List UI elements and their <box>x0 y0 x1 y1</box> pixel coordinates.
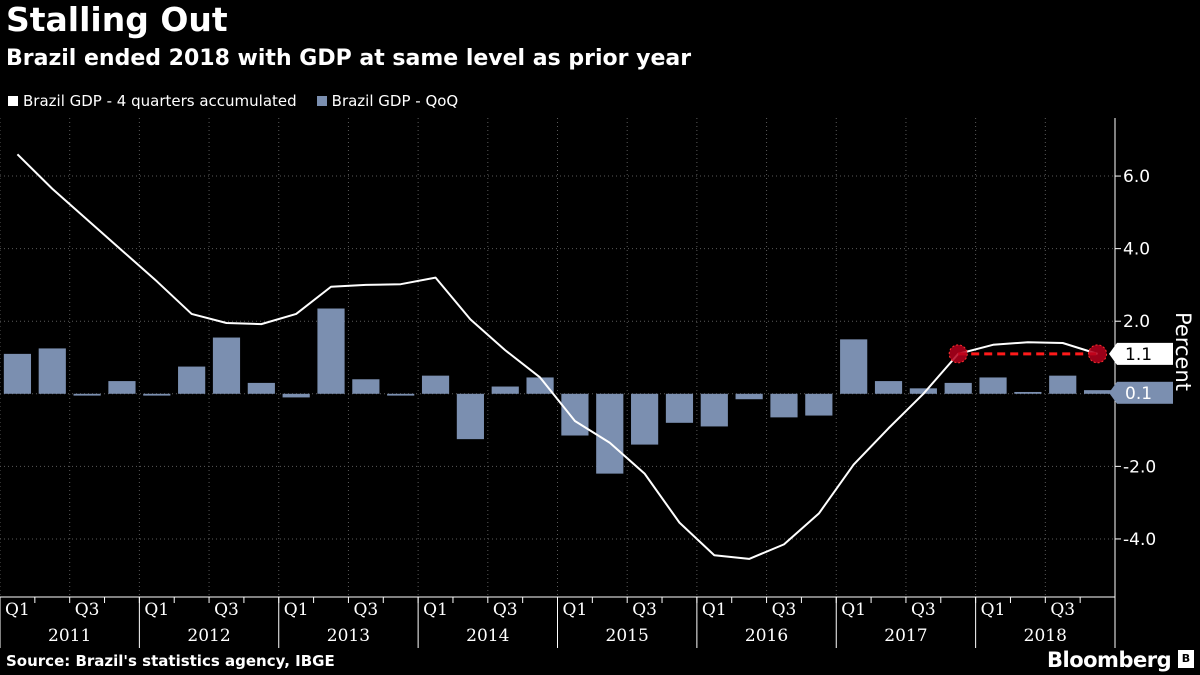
bar-qoq <box>352 379 380 394</box>
bar-qoq <box>282 393 310 398</box>
bar-qoq <box>247 382 275 394</box>
y-tick-label: 6.0 <box>1123 167 1150 187</box>
legend: Brazil GDP - 4 quarters accumulated Braz… <box>8 92 478 110</box>
bar-qoq <box>840 339 868 394</box>
bar-qoq <box>108 381 136 394</box>
bar-qoq <box>909 388 937 394</box>
bar-qoq <box>700 393 728 427</box>
bar-qoq <box>387 393 415 396</box>
bar-qoq <box>561 393 589 436</box>
bar-qoq <box>944 382 972 394</box>
y-tick-label: -2.0 <box>1123 457 1156 477</box>
bar-qoq <box>421 375 450 394</box>
legend-label-line: Brazil GDP - 4 quarters accumulated <box>23 92 297 110</box>
bar-qoq <box>979 377 1007 394</box>
x-year-label: 2014 <box>466 626 509 646</box>
x-year-label: 2015 <box>606 626 649 646</box>
x-quarter-label: Q1 <box>144 600 169 620</box>
end-label-line-box <box>1117 342 1173 365</box>
bar-qoq <box>491 386 519 394</box>
x-year-label: 2016 <box>745 626 788 646</box>
x-quarter-label: Q1 <box>563 600 588 620</box>
y-tick-label: 2.0 <box>1123 312 1150 332</box>
legend-item-line: Brazil GDP - 4 quarters accumulated <box>8 92 297 110</box>
x-year-label: 2012 <box>187 626 230 646</box>
highlight-marker <box>948 344 968 364</box>
highlight-marker <box>1088 344 1108 364</box>
end-label-line: 1.1 <box>1125 345 1152 365</box>
bar-qoq <box>665 393 694 423</box>
x-quarter-label: Q3 <box>353 600 378 620</box>
x-quarter-label: Q3 <box>772 600 797 620</box>
bar-qoq <box>770 393 798 418</box>
x-year-label: 2011 <box>48 626 91 646</box>
x-quarter-label: Q3 <box>632 600 657 620</box>
bar-qoq <box>805 393 833 416</box>
legend-item-bar: Brazil GDP - QoQ <box>316 92 459 110</box>
bar-qoq <box>1014 391 1042 394</box>
bar-qoq <box>212 337 241 394</box>
chart-title: Stalling Out <box>6 0 228 39</box>
bar-qoq <box>526 377 554 394</box>
legend-label-bar: Brazil GDP - QoQ <box>331 92 459 110</box>
x-quarter-label: Q1 <box>702 600 727 620</box>
source-note: Source: Brazil's statistics agency, IBGE <box>6 652 335 670</box>
chart-subtitle: Brazil ended 2018 with GDP at same level… <box>6 46 692 71</box>
end-label-bar-pointer <box>1109 381 1117 404</box>
bloomberg-logo: Bloomberg <box>1047 648 1172 672</box>
bar-qoq <box>596 393 624 474</box>
bar-qoq <box>631 393 659 445</box>
end-label-bar: 0.1 <box>1125 384 1152 404</box>
x-quarter-label: Q1 <box>284 600 309 620</box>
bar-qoq <box>143 393 171 396</box>
legend-swatch-line <box>8 96 18 106</box>
bloomberg-mark-icon: B <box>1178 650 1194 668</box>
x-year-label: 2018 <box>1024 626 1067 646</box>
bar-qoq <box>735 393 763 400</box>
x-year-label: 2017 <box>884 626 927 646</box>
end-label-line-pointer <box>1109 342 1117 365</box>
bar-qoq <box>456 393 484 440</box>
x-quarter-label: Q3 <box>75 600 100 620</box>
bar-qoq <box>73 393 101 396</box>
y-tick-label: 4.0 <box>1123 240 1150 260</box>
x-quarter-label: Q3 <box>493 600 518 620</box>
bar-qoq <box>1083 390 1112 394</box>
legend-swatch-bar <box>316 96 327 106</box>
x-quarter-label: Q3 <box>214 600 239 620</box>
bar-qoq <box>38 348 66 394</box>
bar-qoq <box>317 308 345 394</box>
bar-qoq <box>178 366 206 394</box>
x-quarter-label: Q1 <box>423 600 448 620</box>
y-tick-label: -4.0 <box>1123 530 1156 550</box>
end-label-bar-box <box>1117 381 1173 404</box>
x-quarter-label: Q1 <box>841 600 866 620</box>
x-quarter-label: Q3 <box>1050 600 1075 620</box>
x-quarter-label: Q1 <box>981 600 1006 620</box>
bar-qoq <box>3 353 32 394</box>
line-4q-accumulated <box>16 153 1098 560</box>
x-quarter-label: Q1 <box>5 600 30 620</box>
bar-qoq <box>1049 375 1077 394</box>
x-year-label: 2013 <box>327 626 370 646</box>
y-axis-title: Percent <box>1171 312 1195 391</box>
x-quarter-label: Q3 <box>911 600 936 620</box>
bar-qoq <box>874 381 903 394</box>
